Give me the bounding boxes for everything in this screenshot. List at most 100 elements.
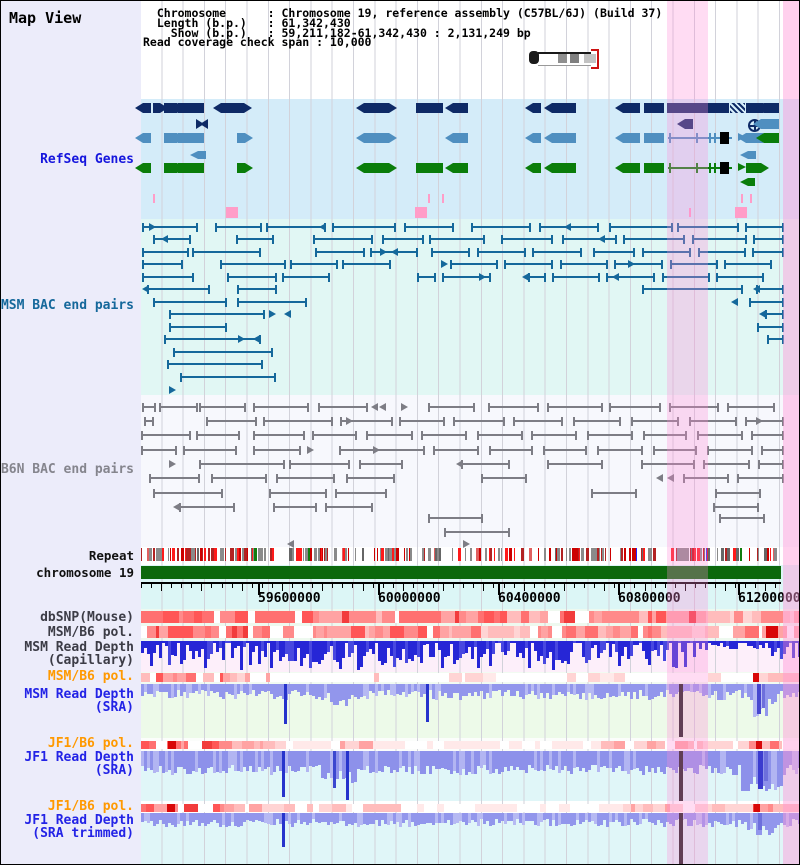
msm-bac-pair-segment[interactable]	[552, 273, 600, 282]
gene-glyph[interactable]	[746, 163, 761, 173]
b6n-bac-pair-segment[interactable]	[543, 446, 587, 455]
msm-bac-pair-segment[interactable]	[752, 248, 784, 257]
b6n-bac-pair-segment[interactable]	[653, 446, 697, 455]
b6n-bac-pair-segment[interactable]	[159, 403, 198, 412]
b6n-bac-pair-segment[interactable]	[253, 403, 309, 412]
b6n-bac-pair-segment[interactable]	[751, 431, 784, 440]
variation-tick[interactable]	[153, 194, 155, 203]
msm-bac-pair-segment[interactable]	[429, 235, 485, 244]
b6n-bac-pair-segment[interactable]	[758, 460, 784, 469]
gene-exon-box[interactable]	[720, 162, 729, 174]
msm-bac-pair-segment[interactable]	[142, 223, 198, 232]
b6n-bac-pair-segment[interactable]	[273, 503, 317, 512]
msm-bac-pair-segment[interactable]	[442, 273, 491, 282]
b6n-bac-pair-segment[interactable]	[727, 403, 775, 412]
msm-bac-pair-segment[interactable]	[169, 310, 265, 319]
b6n-bac-pair-segment[interactable]	[206, 417, 257, 426]
msm-bac-pair-segment[interactable]	[562, 235, 617, 244]
b6n-bac-pair-segment[interactable]	[703, 460, 750, 469]
b6n-bac-pair-segment[interactable]	[196, 431, 240, 440]
msm-bac-pair-segment[interactable]	[692, 235, 747, 244]
gene-glyph[interactable]	[164, 163, 177, 173]
variation-tick[interactable]	[741, 194, 743, 203]
msm-bac-pair-segment[interactable]	[282, 273, 330, 282]
b6n-bac-pair-segment[interactable]	[461, 460, 510, 469]
variation-tick[interactable]	[442, 194, 444, 203]
msm-bac-pair-segment[interactable]	[749, 298, 784, 307]
gene-glyph[interactable]	[153, 103, 160, 113]
msm-bac-pair-segment[interactable]	[192, 248, 261, 257]
b6n-bac-pair-segment[interactable]	[531, 431, 577, 440]
b6n-bac-pair-segment[interactable]	[641, 460, 695, 469]
gene-glyph[interactable]	[178, 103, 204, 113]
gene-glyph[interactable]	[685, 119, 693, 129]
msm-bac-pair-segment[interactable]	[237, 285, 277, 294]
msm-bac-pair-segment[interactable]	[623, 235, 685, 244]
msm-bac-pair-segment[interactable]	[142, 248, 189, 257]
msm-bac-pair-segment[interactable]	[332, 223, 396, 232]
gene-glyph[interactable]	[623, 133, 640, 143]
b6n-bac-pair-segment[interactable]	[609, 403, 661, 412]
gene-exon-box[interactable]	[720, 132, 729, 144]
b6n-bac-pair-segment[interactable]	[144, 417, 154, 426]
gene-glyph[interactable]	[364, 163, 389, 173]
gene-glyph[interactable]	[644, 133, 664, 143]
msm-bac-pair-segment[interactable]	[180, 373, 276, 382]
b6n-bac-pair-segment[interactable]	[269, 489, 327, 498]
msm-bac-pair-segment[interactable]	[220, 260, 286, 269]
gene-glyph[interactable]	[143, 103, 151, 113]
b6n-bac-pair-segment[interactable]	[745, 417, 784, 426]
b6n-bac-pair-segment[interactable]	[481, 474, 527, 483]
b6n-bac-pair-segment[interactable]	[346, 474, 395, 483]
b6n-bac-pair-segment[interactable]	[477, 431, 523, 440]
b6n-bac-pair-segment[interactable]	[318, 403, 368, 412]
gene-glyph[interactable]	[764, 103, 779, 113]
b6n-bac-pair-segment[interactable]	[325, 503, 373, 512]
msm-bac-pair-segment[interactable]	[142, 260, 183, 269]
b6n-bac-pair-segment[interactable]	[366, 431, 413, 440]
msm-bac-pair-segment[interactable]	[167, 360, 263, 369]
b6n-bac-pair-segment[interactable]	[761, 446, 784, 455]
b6n-bac-pair-segment[interactable]	[433, 446, 479, 455]
msm-bac-pair-segment[interactable]	[431, 248, 470, 257]
variation-box[interactable]	[415, 207, 427, 218]
b6n-bac-pair-segment[interactable]	[253, 431, 305, 440]
msm-bac-pair-segment[interactable]	[614, 260, 663, 269]
msm-bac-pair-segment[interactable]	[756, 285, 784, 294]
gene-glyph[interactable]	[623, 163, 640, 173]
b6n-bac-pair-segment[interactable]	[428, 403, 475, 412]
b6n-bac-pair-segment[interactable]	[179, 503, 235, 512]
msm-bac-pair-segment[interactable]	[382, 235, 424, 244]
gene-glyph[interactable]	[198, 151, 206, 159]
msm-bac-pair-segment[interactable]	[757, 323, 784, 332]
variation-box[interactable]	[226, 207, 238, 218]
msm-bac-pair-segment[interactable]	[236, 235, 274, 244]
gene-glyph[interactable]	[143, 163, 151, 173]
msm-bac-pair-segment[interactable]	[560, 260, 608, 269]
gene-glyph[interactable]	[364, 133, 389, 143]
variation-tick[interactable]	[750, 194, 752, 203]
gene-glyph[interactable]	[416, 103, 443, 113]
msm-bac-pair-segment[interactable]	[342, 260, 391, 269]
gene-glyph[interactable]	[237, 133, 245, 143]
b6n-bac-pair-segment[interactable]	[142, 403, 156, 412]
msm-bac-pair-segment[interactable]	[290, 260, 338, 269]
b6n-bac-pair-segment[interactable]	[339, 446, 425, 455]
gene-glyph[interactable]	[237, 163, 245, 173]
gene-glyph[interactable]	[746, 133, 763, 143]
b6n-bac-pair-segment[interactable]	[547, 403, 603, 412]
b6n-bac-pair-segment[interactable]	[399, 417, 445, 426]
b6n-bac-pair-segment[interactable]	[713, 503, 759, 512]
msm-bac-pair-segment[interactable]	[670, 260, 718, 269]
gene-glyph[interactable]	[453, 133, 468, 143]
msm-bac-pair-segment[interactable]	[450, 260, 498, 269]
b6n-bac-pair-segment[interactable]	[428, 514, 483, 523]
b6n-bac-pair-segment[interactable]	[737, 474, 784, 483]
gene-glyph[interactable]	[164, 103, 177, 113]
gene-glyph[interactable]	[730, 103, 745, 113]
msm-bac-pair-segment[interactable]	[147, 285, 210, 294]
b6n-bac-pair-segment[interactable]	[719, 514, 765, 523]
b6n-bac-pair-segment[interactable]	[312, 431, 357, 440]
gene-glyph[interactable]	[667, 103, 729, 113]
msm-bac-pair-segment[interactable]	[593, 248, 635, 257]
